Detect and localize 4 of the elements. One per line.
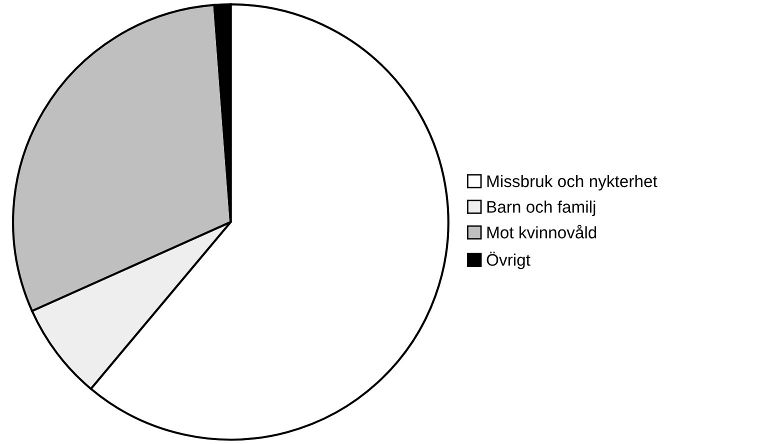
- legend-label: Missbruk och nykterhet: [487, 174, 658, 190]
- legend-label: Mot kvinnovåld: [487, 224, 596, 238]
- legend-label: Övrigt: [486, 252, 530, 270]
- legend-label: Barn och familj: [487, 200, 596, 216]
